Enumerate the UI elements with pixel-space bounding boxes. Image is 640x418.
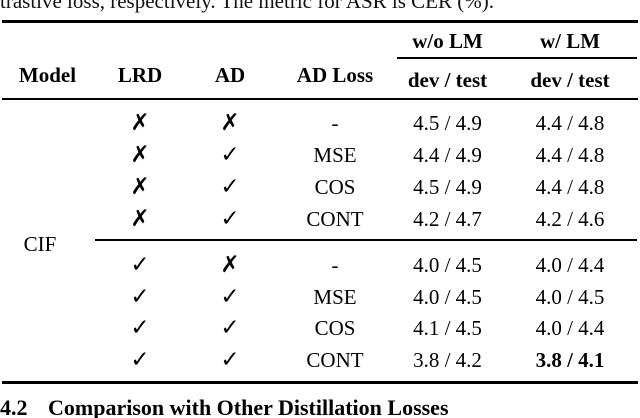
wo-lm-dev-test: 4.5 / 4.9 <box>413 111 482 135</box>
wo-lm-dev-test: 4.0 / 4.5 <box>413 253 482 277</box>
table-row: ✓ ✓ COS 4.1 / 4.5 4.0 / 4.4 <box>0 312 640 344</box>
ad-cross-icon: ✗ <box>220 252 240 278</box>
group-header-w-lm: w/ LM <box>539 29 601 53</box>
w-lm-dev-test: 4.0 / 4.5 <box>535 285 605 309</box>
w-lm-dev-test: 4.0 / 4.4 <box>535 253 605 277</box>
w-lm-dev-test: 4.0 / 4.4 <box>535 316 605 340</box>
section-title: Comparison with Other Distillation Losse… <box>48 395 449 418</box>
column-header-ad: AD <box>214 63 246 87</box>
lrd-check-icon: ✓ <box>130 284 150 310</box>
table-bottomrule <box>2 381 638 384</box>
lrd-cross-icon: ✗ <box>130 174 150 200</box>
table-header-rule <box>2 98 638 100</box>
w-lm-dev-test: 4.4 / 4.8 <box>535 143 605 167</box>
column-header-row: Model LRD AD AD Loss <box>0 59 640 91</box>
wo-lm-dev-test: 4.0 / 4.5 <box>413 285 482 309</box>
lrd-cross-icon: ✗ <box>130 110 150 136</box>
lrd-cross-icon: ✗ <box>130 142 150 168</box>
section-number: 4.2 <box>0 395 28 418</box>
wo-lm-dev-test: 4.4 / 4.9 <box>413 143 482 167</box>
lrd-check-icon: ✓ <box>130 347 150 373</box>
ad-check-icon: ✓ <box>220 284 240 310</box>
ad-check-icon: ✓ <box>220 142 240 168</box>
table-caption-fragment: trastive loss, respectively. The metric … <box>0 0 494 13</box>
table-row: ✗ ✓ COS 4.5 / 4.9 4.4 / 4.8 <box>0 171 640 203</box>
table-row: ✓ ✓ CONT 3.8 / 4.2 3.8 / 4.1 <box>0 344 640 376</box>
ad-loss-value: MSE <box>313 285 357 309</box>
ad-check-icon: ✓ <box>220 174 240 200</box>
subheader-dev-test-wo-lm: dev / test <box>407 68 488 92</box>
ad-loss-value: - <box>331 111 339 135</box>
ad-loss-value: MSE <box>313 143 357 167</box>
table-toprule <box>2 20 638 23</box>
ad-loss-value: CONT <box>306 207 364 231</box>
ad-check-icon: ✓ <box>220 315 240 341</box>
lrd-cross-icon: ✗ <box>130 206 150 232</box>
column-header-ad-loss: AD Loss <box>296 63 374 87</box>
ad-loss-value: COS <box>314 175 356 199</box>
ad-check-icon: ✓ <box>220 206 240 232</box>
wo-lm-dev-test: 4.2 / 4.7 <box>413 207 482 231</box>
table-row: ✓ ✗ - 4.0 / 4.5 4.0 / 4.4 <box>0 249 640 281</box>
ad-loss-value: CONT <box>306 348 364 372</box>
group-header-wo-lm: w/o LM <box>412 29 483 53</box>
ad-loss-value: - <box>331 253 339 277</box>
ad-cross-icon: ✗ <box>220 110 240 136</box>
table-row: ✗ ✓ CONT 4.2 / 4.7 4.2 / 4.6 <box>0 203 640 235</box>
lrd-check-icon: ✓ <box>130 315 150 341</box>
table-row: ✗ ✗ - 4.5 / 4.9 4.4 / 4.8 <box>0 107 640 139</box>
ad-check-icon: ✓ <box>220 347 240 373</box>
w-lm-dev-test-best: 3.8 / 4.1 <box>535 348 605 372</box>
model-name-cif: CIF <box>23 232 57 256</box>
w-lm-dev-test: 4.2 / 4.6 <box>535 207 605 231</box>
ad-loss-value: COS <box>314 316 356 340</box>
column-header-model: Model <box>18 63 77 87</box>
column-header-lrd: LRD <box>117 63 163 87</box>
section-heading: 4.2 Comparison with Other Distillation Lo… <box>0 394 640 418</box>
wo-lm-dev-test: 4.1 / 4.5 <box>413 316 482 340</box>
wo-lm-dev-test: 3.8 / 4.2 <box>413 348 482 372</box>
subheader-dev-test-w-lm: dev / test <box>530 68 610 92</box>
w-lm-dev-test: 4.4 / 4.8 <box>535 175 605 199</box>
table-row: ✓ ✓ MSE 4.0 / 4.5 4.0 / 4.5 <box>0 281 640 313</box>
table-midrule <box>95 239 637 241</box>
table-row: ✗ ✓ MSE 4.4 / 4.9 4.4 / 4.8 <box>0 139 640 171</box>
wo-lm-dev-test: 4.5 / 4.9 <box>413 175 482 199</box>
w-lm-dev-test: 4.4 / 4.8 <box>535 111 605 135</box>
lrd-check-icon: ✓ <box>130 252 150 278</box>
table-cmidrule <box>397 57 637 59</box>
